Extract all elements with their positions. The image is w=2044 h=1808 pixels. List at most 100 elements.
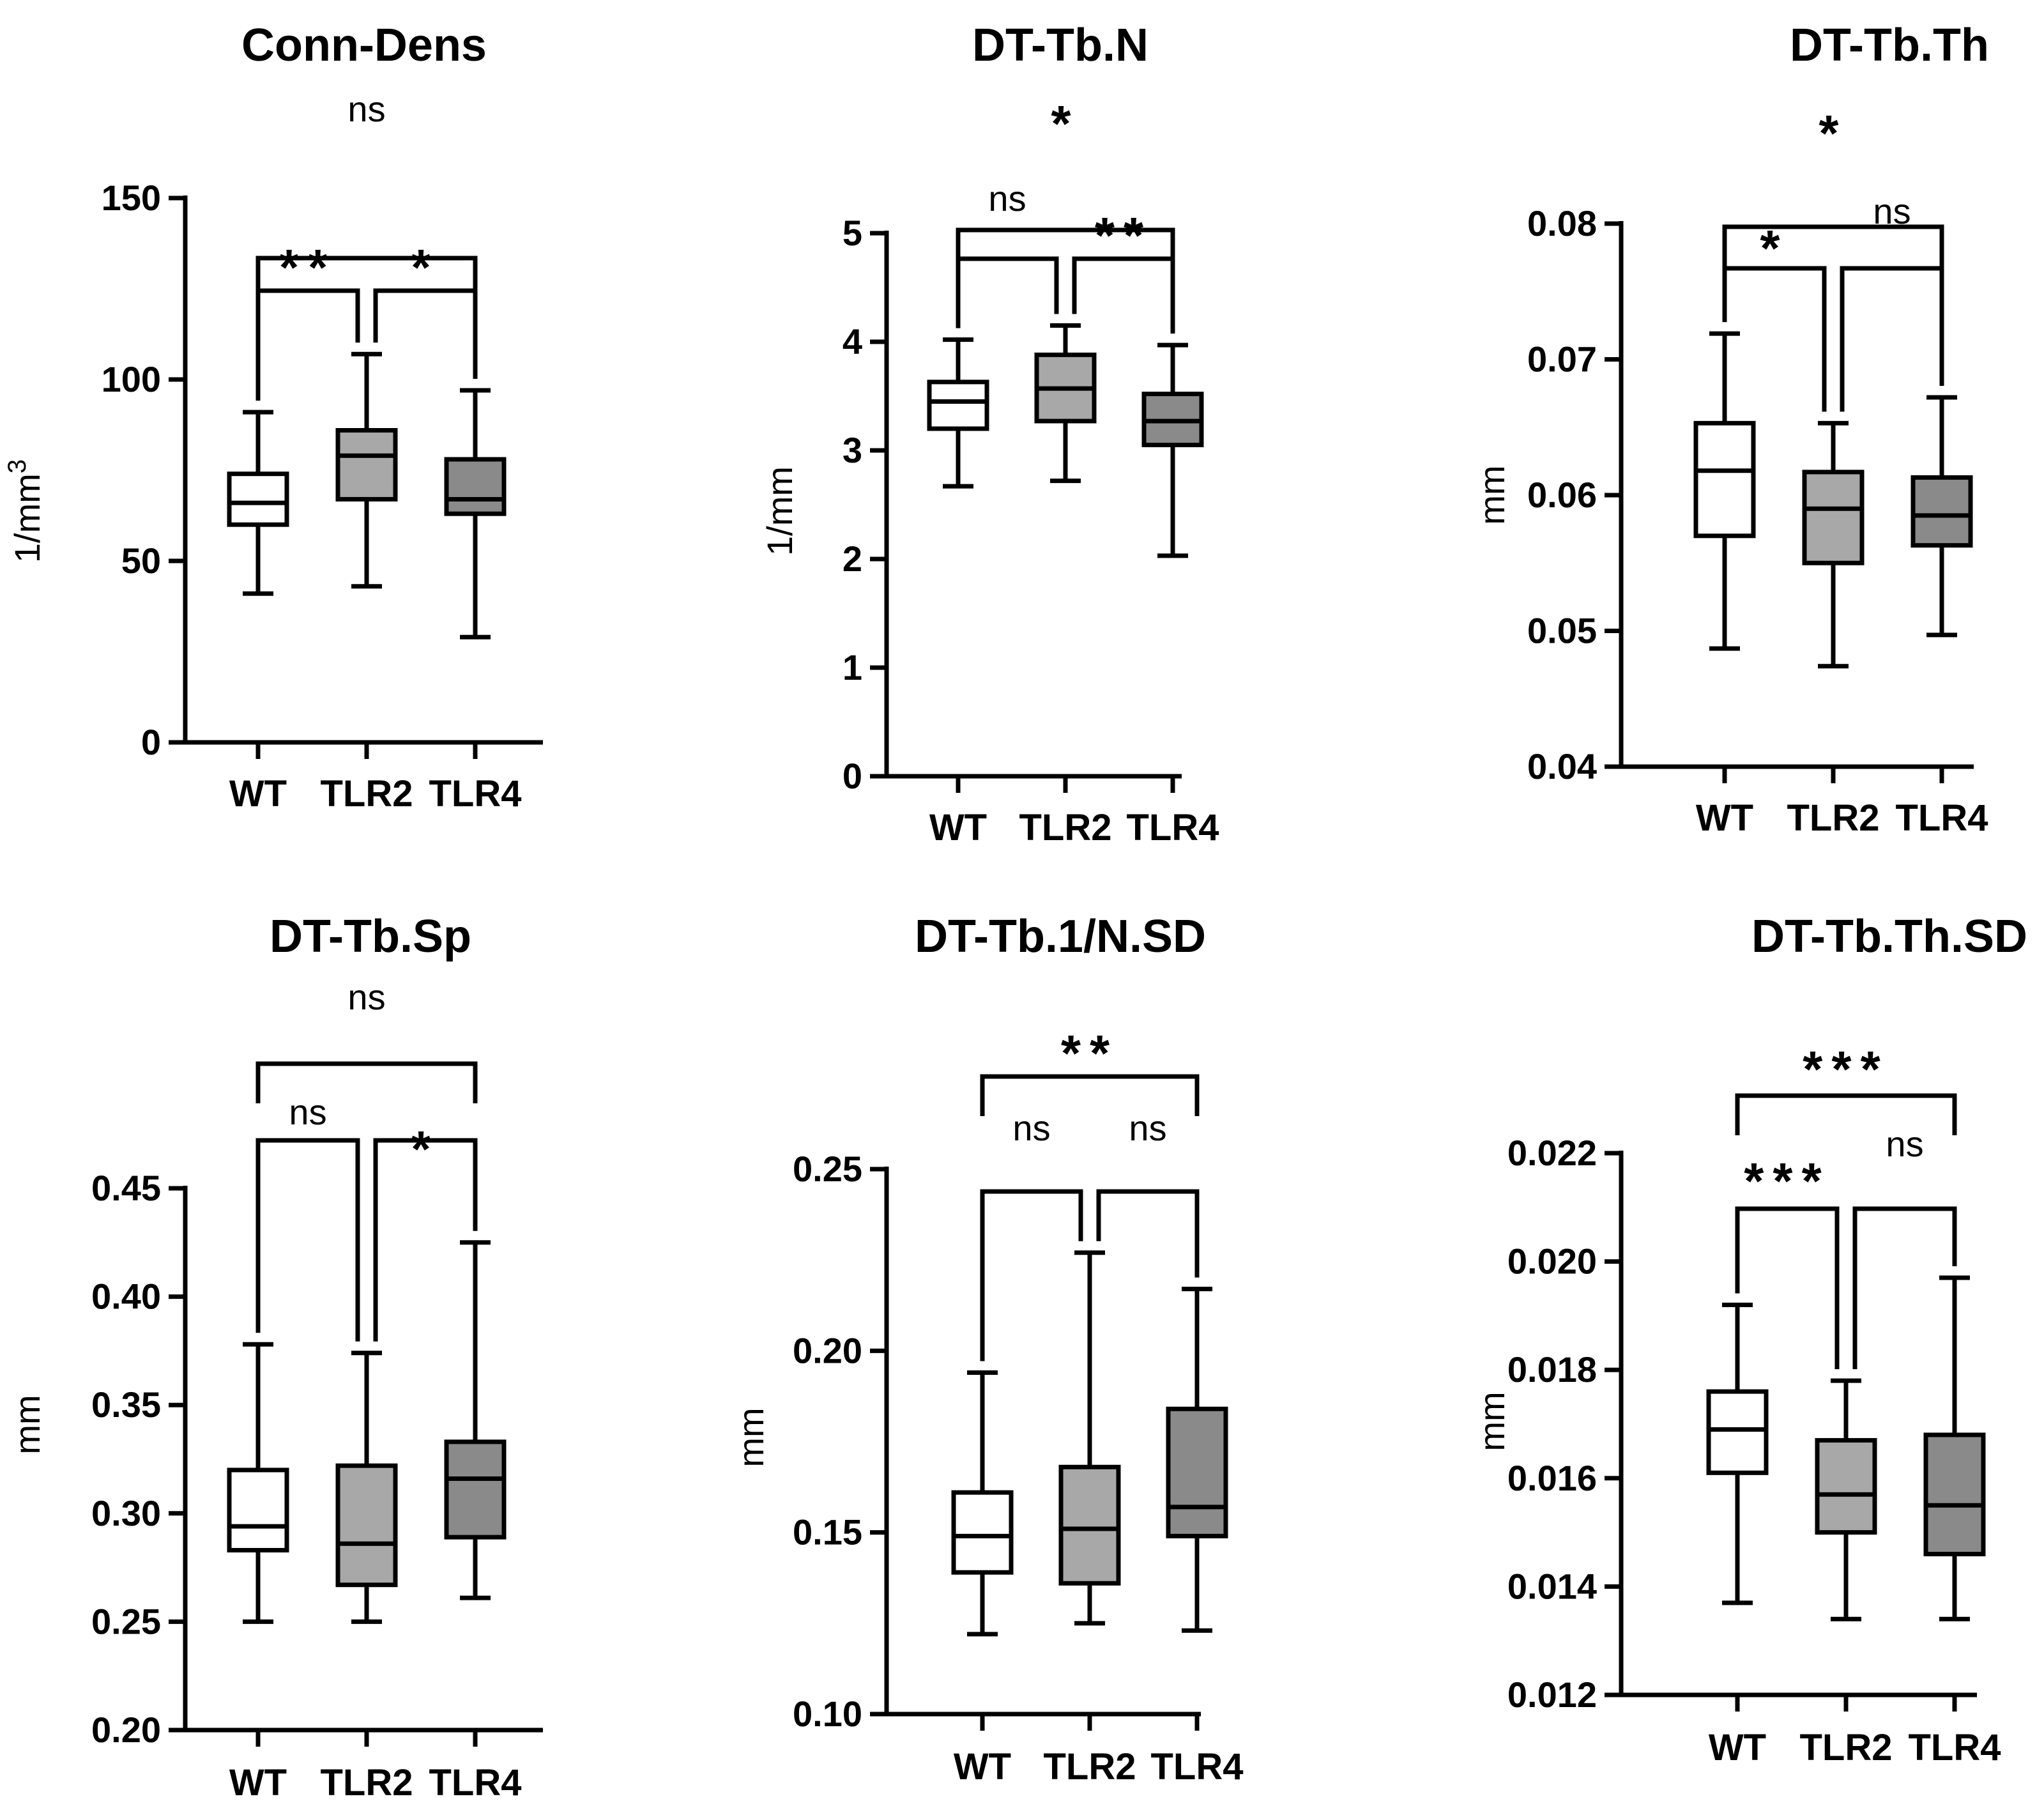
y-tick-label: 0.08 [1527, 203, 1597, 243]
y-axis-label: mm [731, 1407, 771, 1467]
x-tick-label: TLR2 [1019, 807, 1112, 848]
x-tick-label: TLR4 [429, 773, 522, 815]
x-tick-label: WT [229, 1762, 287, 1804]
x-tick-label: TLR4 [1909, 1727, 2001, 1768]
y-tick-label: 0.25 [91, 1601, 161, 1641]
x-tick-label: WT [1709, 1727, 1766, 1768]
significance-label: ns [289, 1092, 326, 1132]
x-tick-label: TLR4 [1896, 797, 1988, 839]
y-tick-label: 0.020 [1507, 1241, 1597, 1282]
y-tick-label: 150 [102, 178, 161, 218]
box-iqr [444, 457, 507, 516]
significance-label: ** [1095, 207, 1152, 264]
y-tick-label: 0.10 [793, 1694, 862, 1734]
panel-3: DT-Tb.Th mm 0.04 0.05 0.06 0.07 0.08 WT TLR2 TLR4… [1472, 20, 1989, 839]
x-tick-label: WT [1696, 797, 1753, 839]
significance-label: ns [1886, 1124, 1923, 1164]
y-tick-label: 0.35 [91, 1384, 161, 1425]
box-tlr2 [1034, 323, 1097, 484]
y-tick-label: 1 [843, 647, 862, 687]
y-tick-label: 0.014 [1507, 1566, 1597, 1606]
box-tlr4 [1141, 342, 1204, 558]
y-axis-label: mm [1472, 465, 1512, 525]
y-tick-label: 2 [843, 539, 862, 579]
y-axis-label: 1/mm3 [3, 459, 47, 563]
significance-bracket [1852, 1206, 1957, 1370]
y-tick-label: 0.15 [793, 1512, 862, 1552]
significance-bracket [256, 288, 360, 401]
y-axis-label: mm [1472, 1391, 1512, 1451]
box-wt [951, 1370, 1014, 1637]
significance-label: ns [1129, 1108, 1166, 1148]
box-iqr [1815, 1437, 1877, 1535]
x-tick-label: TLR4 [1127, 807, 1219, 848]
box-tlr2 [335, 1351, 398, 1624]
panel-4: DT-Tb.Sp mm 0.20 0.25 0.30 0.35 0.40 0.45 WT TLR2… [7, 911, 543, 1804]
y-axis-label: mm [7, 1395, 47, 1454]
y-tick-label: 3 [843, 430, 862, 470]
significance-label: ns [347, 89, 385, 129]
y-tick-label: 4 [843, 321, 862, 362]
x-tick-label: TLR2 [1044, 1746, 1136, 1788]
box-iqr [951, 1490, 1014, 1575]
box-wt [227, 410, 289, 596]
y-tick-label: 0 [141, 722, 161, 762]
box-iqr [1058, 1464, 1121, 1586]
significance-bracket [956, 256, 1059, 328]
box-wt [927, 337, 989, 489]
significance-bracket [1735, 1093, 1957, 1135]
y-tick-label: 0.06 [1527, 475, 1597, 515]
y-tick-label: 0.04 [1527, 746, 1597, 786]
box-iqr [1706, 1389, 1769, 1475]
y-tick-label: 100 [102, 359, 161, 399]
significance-label: ** [1061, 1025, 1118, 1082]
significance-label: ns [988, 178, 1026, 218]
significance-bracket [1722, 224, 1944, 266]
significance-label: * [1051, 95, 1079, 152]
panel-title: DT-Tb.N [972, 20, 1148, 71]
y-tick-label: 0.012 [1507, 1674, 1597, 1715]
box-iqr [1693, 420, 1756, 539]
box-iqr [227, 1467, 289, 1552]
significance-label: ns [347, 977, 385, 1017]
significance-bracket [980, 1074, 1200, 1116]
x-tick-label: WT [929, 807, 987, 848]
panel-title: DT-Tb.1/N.SD [915, 911, 1206, 962]
y-tick-label: 0.40 [91, 1276, 161, 1317]
significance-label: ** [279, 239, 337, 296]
y-tick-label: 50 [121, 540, 161, 581]
x-tick-label: TLR4 [1151, 1746, 1244, 1788]
box-tlr2 [1815, 1378, 1877, 1621]
box-wt [1693, 331, 1756, 651]
box-wt [227, 1342, 289, 1624]
significance-bracket [256, 1138, 360, 1342]
significance-label: *** [1803, 1041, 1889, 1098]
box-iqr [335, 428, 398, 502]
panel-title: Conn-Dens [241, 20, 487, 71]
box-wt [1706, 1302, 1769, 1605]
significance-label: *** [1744, 1153, 1830, 1209]
significance-bracket [1072, 256, 1175, 334]
significance-bracket [256, 1061, 478, 1103]
x-tick-label: TLR4 [429, 1762, 522, 1804]
x-tick-label: TLR2 [1787, 797, 1880, 839]
y-tick-label: 0.07 [1527, 339, 1597, 379]
significance-bracket [256, 256, 478, 298]
box-tlr2 [335, 351, 398, 589]
x-tick-label: WT [229, 773, 287, 815]
box-iqr [444, 1439, 507, 1540]
box-tlr2 [1802, 420, 1865, 669]
y-tick-label: 0.30 [91, 1493, 161, 1533]
box-iqr [927, 379, 989, 431]
y-tick-label: 0.018 [1507, 1349, 1597, 1390]
y-tick-label: 0.016 [1507, 1458, 1597, 1498]
significance-label: ns [1012, 1108, 1050, 1148]
y-tick-label: 0.45 [91, 1168, 161, 1208]
panel-title: DT-Tb.Sp [270, 911, 471, 962]
significance-bracket [1722, 266, 1827, 412]
x-tick-label: TLR2 [321, 1762, 413, 1804]
significance-label: * [1819, 105, 1847, 162]
box-iqr [227, 471, 289, 527]
y-tick-label: 0.25 [793, 1149, 862, 1189]
